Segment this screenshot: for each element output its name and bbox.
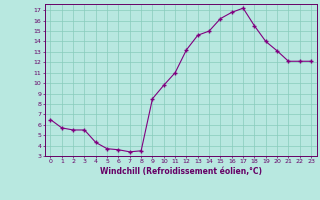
X-axis label: Windchill (Refroidissement éolien,°C): Windchill (Refroidissement éolien,°C) <box>100 167 262 176</box>
